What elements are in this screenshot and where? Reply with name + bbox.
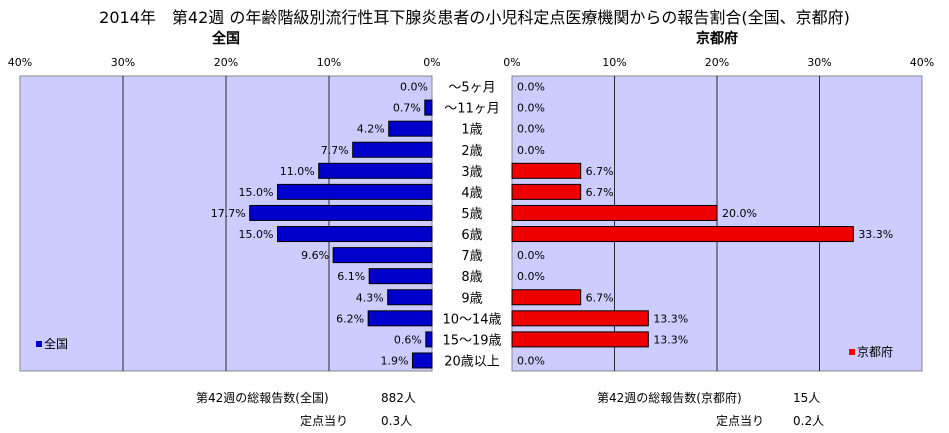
national-bar: [249, 204, 433, 221]
national-data-label: 4.3%: [356, 291, 384, 304]
x-tick-label: 20%: [705, 56, 729, 69]
category-label: 20歳以上: [444, 354, 500, 369]
kyoto-data-label: 0.0%: [517, 270, 545, 283]
x-tick-label: 0%: [423, 56, 440, 69]
category-label: 6歳: [461, 228, 482, 243]
national-bar: [352, 141, 433, 158]
national-bars: [249, 99, 433, 369]
category-label: 15～19歳: [442, 333, 501, 348]
kyoto-panel-title: 京都府: [696, 30, 738, 47]
national-bar: [387, 289, 433, 306]
national-data-label: 17.7%: [211, 207, 246, 220]
national-bar: [277, 183, 433, 200]
kyoto-bars: [511, 162, 854, 348]
category-label: ～11ヶ月: [444, 102, 500, 117]
national-legend-swatch: [36, 341, 42, 347]
national-bar: [425, 331, 433, 348]
category-label: 10～14歳: [442, 312, 501, 327]
kyoto-legend-swatch: [849, 349, 855, 355]
national-data-label: 15.0%: [239, 186, 274, 199]
category-label: 2歳: [461, 144, 482, 159]
x-tick-label: 10%: [602, 56, 626, 69]
kyoto-data-label: 13.3%: [653, 333, 688, 346]
national-data-label: 4.2%: [357, 123, 385, 136]
national-data-label: 7.7%: [321, 144, 349, 157]
category-label: 9歳: [461, 291, 482, 306]
kyoto-legend-label: 京都府: [857, 344, 893, 359]
x-tick-label: 20%: [214, 56, 238, 69]
national-panel-title: 全国: [211, 30, 240, 47]
national-total-value: 882人: [381, 391, 416, 405]
national-data-label: 0.7%: [393, 102, 421, 115]
national-legend-label: 全国: [44, 336, 68, 351]
kyoto-bar: [511, 162, 582, 179]
category-label: 4歳: [461, 186, 482, 201]
kyoto-data-label: 0.0%: [517, 354, 545, 367]
national-bar: [411, 352, 433, 369]
x-tick-label: 30%: [111, 56, 135, 69]
kyoto-data-label: 33.3%: [858, 228, 893, 241]
kyoto-data-label: 0.0%: [517, 81, 545, 94]
national-bar: [332, 247, 433, 264]
category-label: 1歳: [461, 123, 482, 138]
national-data-label: 1.9%: [380, 354, 408, 367]
kyoto-total-label: 第42週の総報告数(京都府): [597, 391, 742, 405]
kyoto-data-label: 0.0%: [517, 249, 545, 262]
national-data-label: 9.6%: [301, 249, 329, 262]
national-per-label: 定点当り: [300, 414, 349, 428]
kyoto-per-value: 0.2人: [793, 414, 825, 428]
national-bar: [368, 268, 433, 285]
national-bar: [388, 120, 433, 137]
kyoto-total-value: 15人: [793, 391, 821, 405]
x-tick-label: 10%: [317, 56, 341, 69]
kyoto-data-label: 0.0%: [517, 144, 545, 157]
national-total-label: 第42週の総報告数(全国): [196, 391, 329, 405]
national-data-label: 6.1%: [337, 270, 365, 283]
x-tick-label: 0%: [503, 56, 520, 69]
national-bar: [367, 310, 433, 327]
kyoto-bar: [511, 331, 649, 348]
category-label: ～5ヶ月: [448, 81, 495, 96]
category-label: 7歳: [461, 249, 482, 264]
national-bar: [318, 162, 433, 179]
kyoto-data-label: 6.7%: [586, 186, 614, 199]
kyoto-bar: [511, 289, 582, 306]
kyoto-data-label: 0.0%: [517, 102, 545, 115]
kyoto-per-label: 定点当り: [716, 414, 765, 428]
category-label: 5歳: [461, 207, 482, 222]
kyoto-data-label: 20.0%: [722, 207, 757, 220]
national-data-label: 0.6%: [394, 333, 422, 346]
kyoto-data-label: 6.7%: [586, 291, 614, 304]
kyoto-data-label: 13.3%: [653, 312, 688, 325]
national-bar: [277, 226, 433, 243]
national-data-label: 15.0%: [239, 228, 274, 241]
x-tick-label: 30%: [807, 56, 831, 69]
national-data-label: 11.0%: [280, 165, 315, 178]
kyoto-data-label: 6.7%: [586, 165, 614, 178]
x-tick-label: 40%: [8, 56, 32, 69]
kyoto-bar: [511, 183, 582, 200]
kyoto-bar: [511, 310, 649, 327]
kyoto-data-label: 0.0%: [517, 123, 545, 136]
kyoto-bar: [511, 204, 718, 221]
national-per-value: 0.3人: [381, 414, 413, 428]
chart-title: 2014年 第42週 の年齢階級別流行性耳下腺炎患者の小児科定点医療機関からの報…: [99, 8, 850, 27]
category-label: 8歳: [461, 270, 482, 285]
category-label: 3歳: [461, 165, 482, 180]
national-bar: [424, 99, 433, 116]
national-data-label: 0.0%: [400, 81, 428, 94]
x-tick-label: 40%: [910, 56, 934, 69]
national-data-label: 6.2%: [336, 312, 364, 325]
kyoto-bar: [511, 226, 854, 243]
